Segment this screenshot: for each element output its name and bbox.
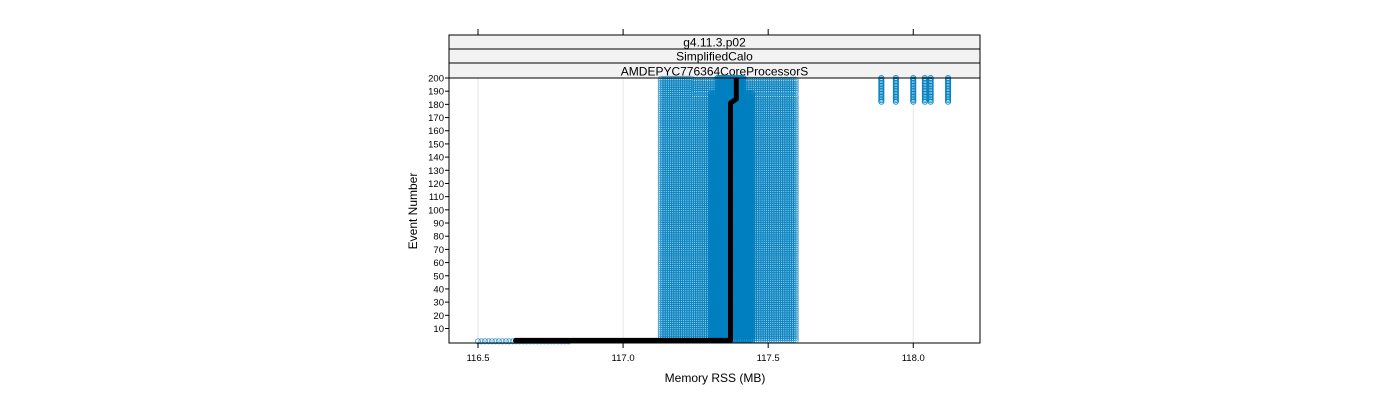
- strip-1: g4.11.3.p02: [448, 34, 981, 50]
- strip-2-label: SimplifiedCalo: [676, 50, 753, 64]
- strip-2: SimplifiedCalo: [448, 48, 981, 64]
- strip-3-label: AMDEPYC776364CoreProcessorS: [621, 65, 808, 79]
- strip-3: AMDEPYC776364CoreProcessorS: [448, 62, 981, 79]
- top-ticks: [477, 29, 914, 35]
- strip-1-label: g4.11.3.p02: [683, 36, 746, 50]
